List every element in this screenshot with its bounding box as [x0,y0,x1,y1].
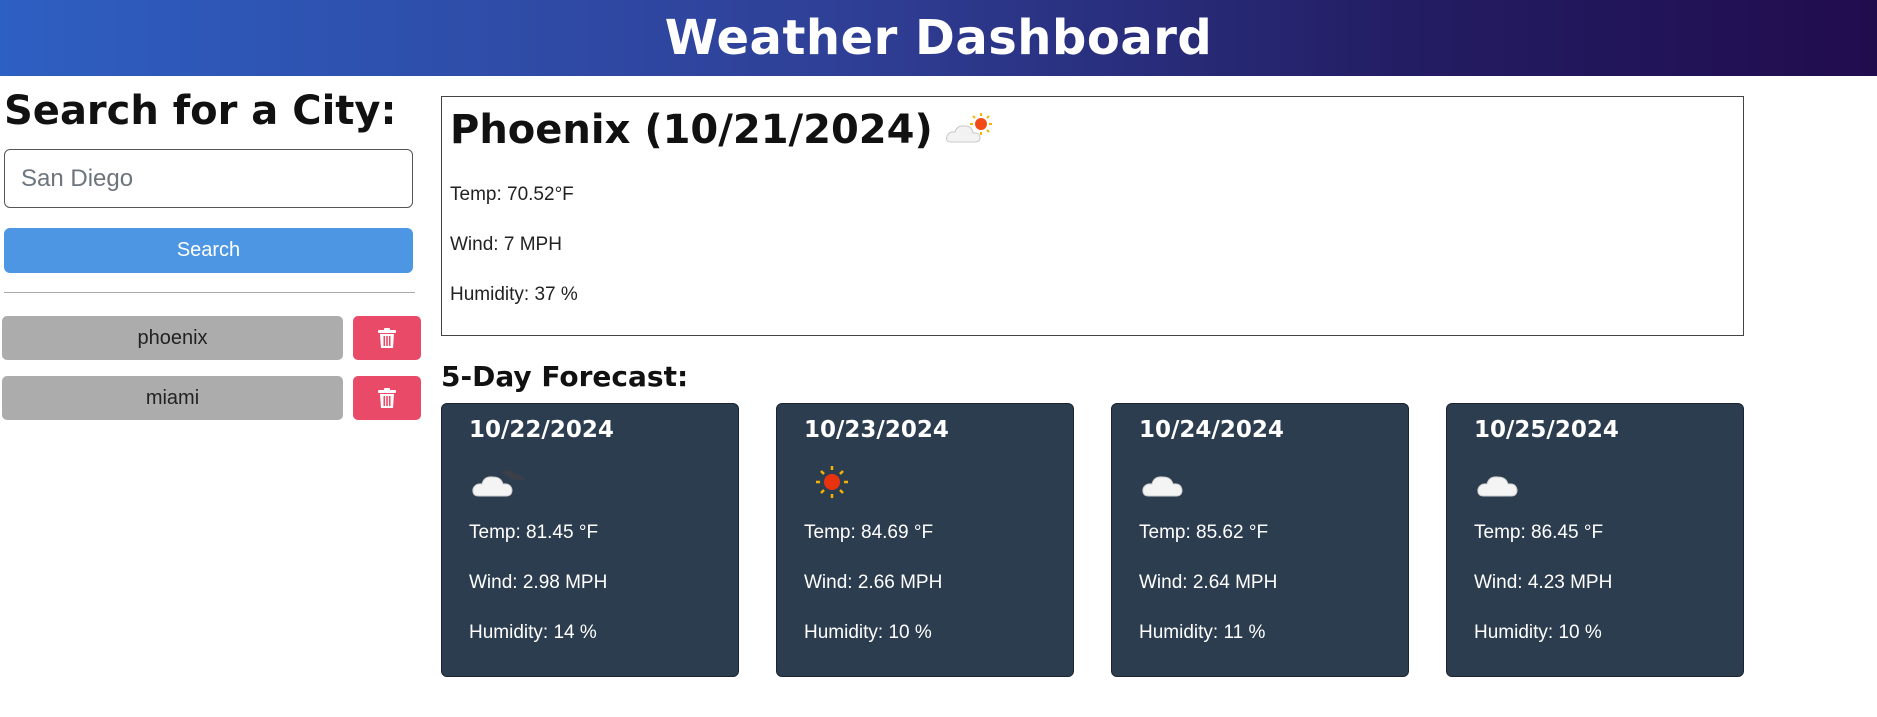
forecast-wind: Wind: 2.66 MPH [804,572,943,593]
forecast-card: 10/22/2024 Temp: 81.45 °F Wind: 2.98 MPH… [441,403,739,677]
forecast-temp: Temp: 84.69 °F [804,522,934,543]
current-humidity: Humidity: 37 % [450,284,578,305]
current-wind: Wind: 7 MPH [450,234,562,255]
search-heading: Search for a City: [4,88,397,134]
history-city-button[interactable]: miami [2,376,343,420]
forecast-humidity: Humidity: 11 % [1139,622,1266,643]
cloud-icon [1142,476,1183,497]
delete-history-button[interactable] [353,376,421,420]
sun-icon [816,466,848,498]
forecast-wind: Wind: 2.64 MPH [1139,572,1278,593]
city-search-input[interactable] [4,149,413,208]
current-city-date: Phoenix (10/21/2024) [450,107,933,153]
forecast-card: 10/23/2024 Temp: 84.69 °F Wind: 2.66 MPH… [776,403,1074,677]
forecast-card: 10/24/2024 Temp: 85.62 °F Wind: 2.64 MPH… [1111,403,1409,677]
search-button[interactable]: Search [4,228,413,273]
current-weather-panel: Phoenix (10/21/2024) Temp: 70.52°F Wind:… [441,96,1744,336]
history-city-button[interactable]: phoenix [2,316,343,360]
partly-sunny-icon [945,113,992,143]
trash-icon [378,327,396,348]
forecast-humidity: Humidity: 10 % [804,622,932,643]
sidebar-divider [4,292,415,293]
forecast-card: 10/25/2024 Temp: 86.45 °F Wind: 4.23 MPH… [1446,403,1744,677]
forecast-temp: Temp: 81.45 °F [469,522,599,543]
forecast-heading: 5-Day Forecast: [441,360,689,393]
delete-history-button[interactable] [353,316,421,360]
forecast-date: 10/24/2024 [1139,417,1284,443]
forecast-date: 10/25/2024 [1474,417,1619,443]
forecast-humidity: Humidity: 14 % [469,622,597,643]
forecast-temp: Temp: 85.62 °F [1139,522,1269,543]
cloud-icon [472,470,525,497]
page-title: Weather Dashboard [664,10,1213,66]
current-weather-title: Phoenix (10/21/2024) [450,107,993,153]
forecast-temp: Temp: 86.45 °F [1474,522,1604,543]
forecast-date: 10/22/2024 [469,417,614,443]
page-header: Weather Dashboard [0,0,1877,76]
forecast-humidity: Humidity: 10 % [1474,622,1602,643]
forecast-wind: Wind: 2.98 MPH [469,572,608,593]
forecast-date: 10/23/2024 [804,417,949,443]
trash-icon [378,387,396,408]
current-temp: Temp: 70.52°F [450,184,574,205]
forecast-wind: Wind: 4.23 MPH [1474,572,1613,593]
cloud-icon [1477,476,1518,497]
